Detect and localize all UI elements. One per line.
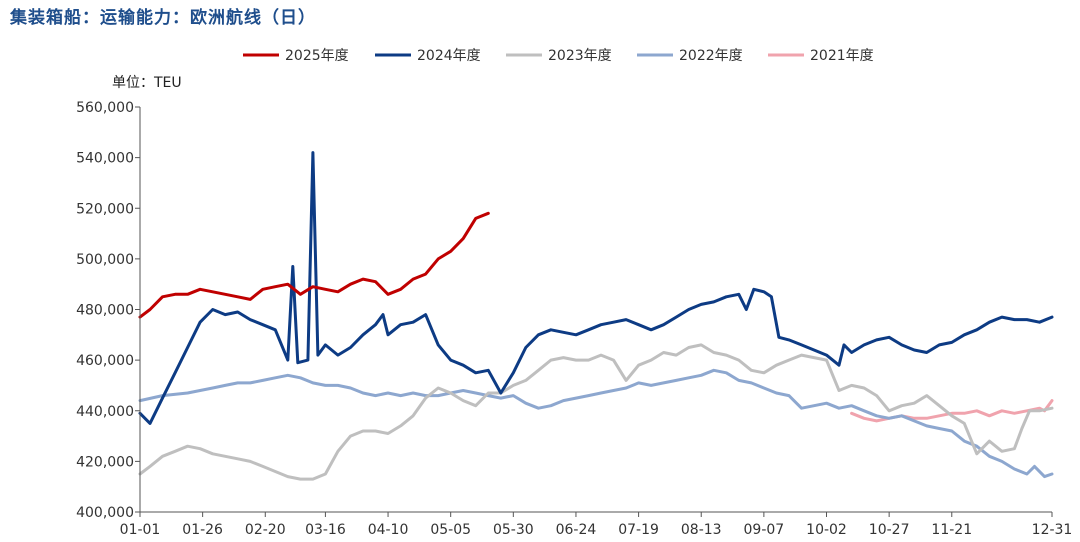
y-tick-label: 500,000 — [76, 252, 134, 268]
legend-label: 2025年度 — [285, 48, 349, 64]
legend: 2025年度 2024年度 2023年度 2022年度 2021年度 — [243, 48, 874, 64]
legend-label: 2023年度 — [548, 48, 612, 64]
x-tick-label: 12-31 — [1032, 522, 1073, 538]
x-tick-label: 01-01 — [120, 522, 161, 538]
series-line-4 — [138, 368, 1054, 479]
y-tick-label: 560,000 — [76, 100, 134, 116]
legend-label: 2024年度 — [417, 48, 481, 64]
y-tick-label: 420,000 — [76, 454, 134, 470]
y-tick-label: 460,000 — [76, 353, 134, 369]
x-tick-label: 04-10 — [368, 522, 409, 538]
x-tick-label: 10-02 — [806, 522, 847, 538]
x-tick-label: 03-16 — [305, 522, 346, 538]
chart-title: 集装箱船：运输能力：欧洲航线（日） — [10, 8, 316, 28]
legend-label: 2022年度 — [679, 48, 743, 64]
x-axis-ticks: 01-01 01-26 02-20 03-16 04-10 05-05 05-30 06-24… — [120, 512, 1073, 538]
y-tick-label: 400,000 — [76, 505, 134, 521]
x-tick-label: 11-21 — [931, 522, 972, 538]
x-tick-label: 10-27 — [869, 522, 910, 538]
y-tick-label: 520,000 — [76, 201, 134, 217]
series-line-3 — [138, 343, 1054, 481]
x-tick-label: 06-24 — [556, 522, 597, 538]
legend-label: 2021年度 — [810, 48, 874, 64]
x-tick-label: 08-13 — [681, 522, 722, 538]
y-tick-label: 540,000 — [76, 151, 134, 167]
unit-label: 单位：TEU — [112, 75, 182, 91]
series-line-1 — [138, 211, 490, 319]
x-tick-label: 01-26 — [182, 522, 223, 538]
series-group — [138, 151, 1054, 481]
y-tick-label: 440,000 — [76, 404, 134, 420]
x-tick-label: 07-19 — [618, 522, 659, 538]
x-tick-label: 05-30 — [493, 522, 534, 538]
series-line-2 — [138, 151, 1054, 425]
x-tick-label: 05-05 — [430, 522, 471, 538]
y-tick-label: 480,000 — [76, 303, 134, 319]
y-axis-ticks: 400,000 420,000 440,000 460,000 480,000 500,0… — [76, 100, 140, 521]
x-tick-label: 02-20 — [245, 522, 286, 538]
x-tick-label: 09-07 — [744, 522, 785, 538]
